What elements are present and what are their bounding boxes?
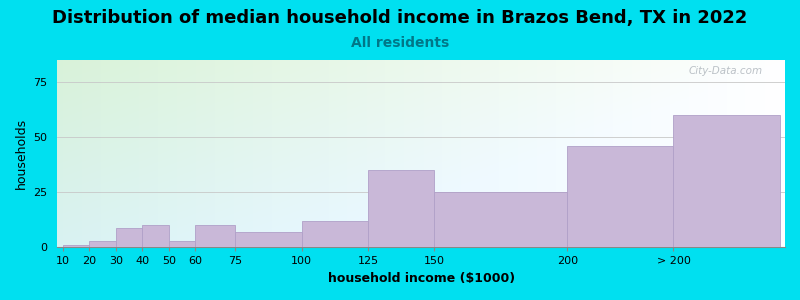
Bar bbox=[62, 245, 90, 248]
Bar bbox=[195, 225, 235, 248]
Bar bbox=[169, 241, 195, 247]
Text: All residents: All residents bbox=[351, 36, 449, 50]
X-axis label: household income ($1000): household income ($1000) bbox=[328, 272, 514, 285]
Text: City-Data.com: City-Data.com bbox=[689, 66, 763, 76]
Bar bbox=[90, 241, 116, 247]
Text: Distribution of median household income in Brazos Bend, TX in 2022: Distribution of median household income … bbox=[52, 9, 748, 27]
Bar bbox=[434, 192, 567, 248]
Bar bbox=[235, 232, 302, 248]
Bar bbox=[567, 146, 674, 248]
Bar bbox=[302, 221, 368, 248]
Bar bbox=[674, 115, 780, 248]
Bar bbox=[142, 225, 169, 248]
Y-axis label: households: households bbox=[15, 118, 28, 189]
Bar bbox=[368, 170, 434, 248]
Bar bbox=[116, 228, 142, 247]
